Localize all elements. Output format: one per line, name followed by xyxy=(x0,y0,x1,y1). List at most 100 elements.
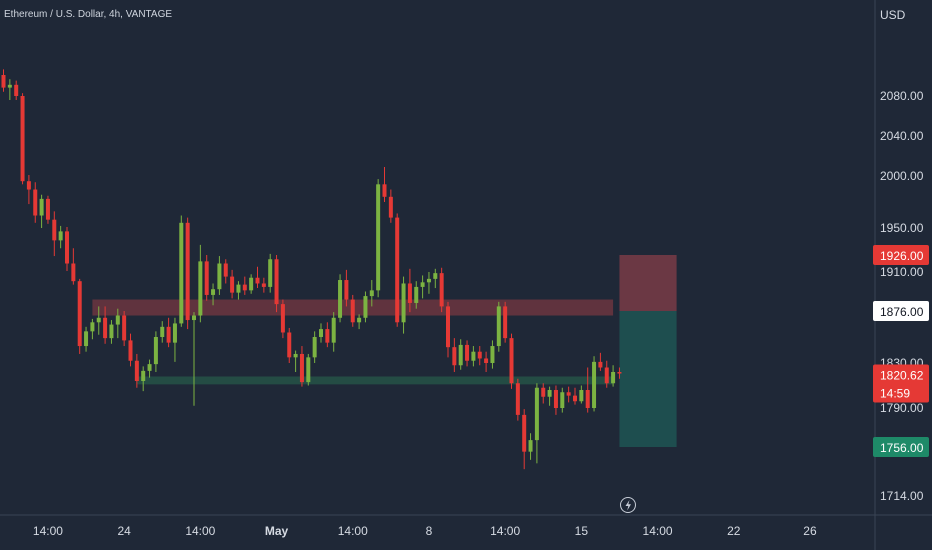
candle-body xyxy=(439,273,444,307)
candle-body xyxy=(1,75,6,88)
candle-body xyxy=(426,278,431,283)
candle-body xyxy=(458,344,463,366)
candle xyxy=(280,299,285,339)
candle-body xyxy=(242,284,247,291)
candle xyxy=(369,280,374,307)
candle xyxy=(198,244,203,323)
time-axis[interactable]: 14:00 24 14:00 May 14:00 8 14:00 15 14:00 22 26 xyxy=(33,524,817,538)
candle-body xyxy=(452,347,457,366)
candle-body xyxy=(122,315,127,341)
candle xyxy=(299,346,304,387)
candle-body xyxy=(471,351,476,361)
candle xyxy=(585,367,590,413)
price-label-box xyxy=(873,437,929,457)
candle xyxy=(579,385,584,404)
time-tick-label: 24 xyxy=(117,524,131,538)
candle-body xyxy=(369,290,374,297)
candle xyxy=(319,323,323,343)
take-profit-area[interactable] xyxy=(619,311,677,447)
candle-body xyxy=(585,390,590,408)
price-tick-label: 1950.00 xyxy=(880,221,924,235)
candle xyxy=(230,269,235,299)
price-tick-label: 1714.00 xyxy=(880,489,924,503)
candle-body xyxy=(160,326,165,337)
candle xyxy=(255,266,260,289)
candle-body xyxy=(39,198,44,216)
candle xyxy=(192,312,196,406)
candle-body xyxy=(147,364,152,371)
candle xyxy=(20,93,25,185)
candle-body xyxy=(382,184,387,197)
candle-body xyxy=(84,331,89,347)
candle xyxy=(420,275,425,299)
candle xyxy=(45,195,50,224)
chart-title: Ethereum / U.S. Dollar, 4h, VANTAGE xyxy=(4,9,172,20)
candle-body xyxy=(522,414,527,452)
candle xyxy=(528,433,533,460)
price-label-text: 1926.00 xyxy=(880,249,924,263)
candle xyxy=(560,387,565,413)
candle-body xyxy=(509,338,514,384)
candle xyxy=(388,189,393,223)
candle xyxy=(204,255,209,301)
candle-body xyxy=(484,358,489,363)
candle xyxy=(382,167,387,202)
short-position-box[interactable] xyxy=(619,255,677,447)
candle-body xyxy=(274,259,279,305)
candle-body xyxy=(598,361,603,368)
time-tick-label: 22 xyxy=(727,524,741,538)
candle-body xyxy=(566,392,571,396)
candle xyxy=(185,217,190,330)
price-labels: 1926.00 1876.00 1820.62 14:59 1756.00 xyxy=(873,245,929,457)
candle xyxy=(439,267,444,313)
candle xyxy=(515,378,520,421)
candle-body xyxy=(33,189,38,216)
candle-body xyxy=(166,326,171,343)
candle xyxy=(566,386,571,403)
candle xyxy=(134,353,139,388)
candle xyxy=(96,306,101,335)
bar-countdown: 14:59 xyxy=(880,387,910,401)
candle xyxy=(166,317,171,348)
candle-body xyxy=(58,231,63,241)
candle xyxy=(522,409,527,470)
candle-body xyxy=(528,440,533,452)
candle xyxy=(268,253,273,293)
candle xyxy=(71,248,76,285)
candle-body xyxy=(363,296,368,318)
candle-body xyxy=(103,317,108,339)
candle xyxy=(293,350,298,372)
stop-loss-area[interactable] xyxy=(619,255,677,311)
candle-body xyxy=(26,181,31,190)
candle xyxy=(426,272,431,294)
candle-body xyxy=(115,315,120,325)
candle-body xyxy=(299,353,304,383)
candle-body xyxy=(249,277,254,291)
candle xyxy=(509,333,514,389)
candle xyxy=(26,175,31,205)
candles-layer xyxy=(1,69,622,470)
candle xyxy=(446,301,450,358)
candle-body xyxy=(280,304,285,333)
candle-body xyxy=(338,280,343,318)
candle-body xyxy=(376,184,381,291)
candle-body xyxy=(217,263,222,290)
candle xyxy=(274,255,279,313)
candle-body xyxy=(293,353,298,358)
price-label-text: 1820.62 xyxy=(880,369,924,383)
candle xyxy=(592,356,597,412)
price-tick-label: 1790.00 xyxy=(880,401,924,415)
candle xyxy=(261,277,266,293)
support-zone[interactable] xyxy=(136,376,614,385)
candle-body xyxy=(134,360,139,381)
candle xyxy=(147,359,152,378)
candle xyxy=(217,256,222,295)
candle-body xyxy=(65,231,69,264)
candle-body xyxy=(388,196,393,218)
time-tick-label: May xyxy=(265,524,289,538)
candle xyxy=(401,276,406,334)
candle-body xyxy=(515,383,520,415)
flash-icon[interactable] xyxy=(620,497,636,513)
candle-body xyxy=(357,317,362,323)
